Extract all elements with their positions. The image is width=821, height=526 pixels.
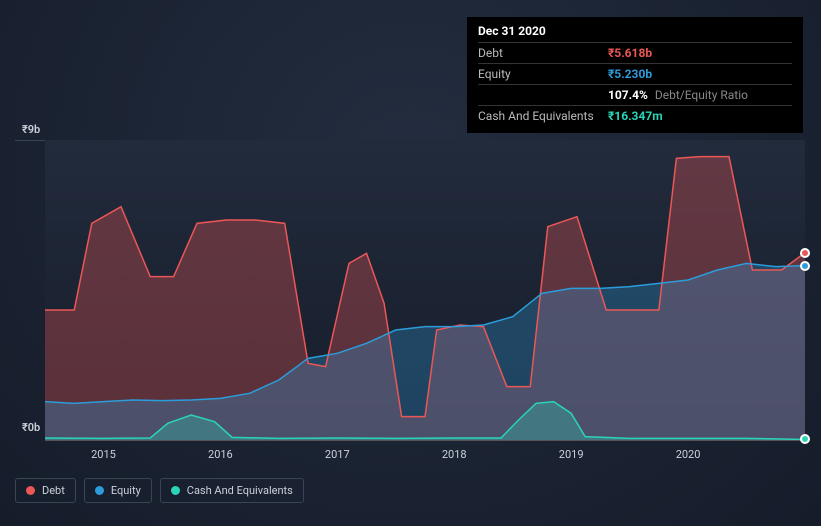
tooltip-row-extra: Debt/Equity Ratio bbox=[652, 88, 748, 102]
tooltip-row-value: ₹5.618b bbox=[608, 46, 652, 60]
xaxis-tick-label: 2020 bbox=[676, 448, 701, 461]
tooltip-row-label: Debt bbox=[478, 46, 608, 60]
legend-item-equity[interactable]: Equity bbox=[84, 478, 152, 503]
legend-dot-icon bbox=[171, 486, 180, 495]
tooltip-row-label: Equity bbox=[478, 67, 608, 81]
legend-item-cash-and-equivalents[interactable]: Cash And Equivalents bbox=[160, 478, 304, 503]
tooltip-row: Equity₹5.230b bbox=[478, 63, 792, 84]
legend-item-label: Equity bbox=[111, 484, 141, 497]
legend-item-debt[interactable]: Debt bbox=[15, 478, 76, 503]
tooltip-row-value: ₹16.347m bbox=[608, 109, 663, 123]
tooltip-row: Debt₹5.618b bbox=[478, 42, 792, 63]
chart-tooltip: Dec 31 2020 Debt₹5.618bEquity₹5.230b107.… bbox=[467, 17, 803, 133]
tooltip-row: 107.4% Debt/Equity Ratio bbox=[478, 84, 792, 105]
tooltip-row-value: 107.4% Debt/Equity Ratio bbox=[608, 88, 748, 102]
end-marker-debt bbox=[800, 248, 810, 258]
tooltip-row-label: Cash And Equivalents bbox=[478, 109, 608, 123]
yaxis-max-label: ₹9b bbox=[22, 123, 40, 136]
tooltip-date: Dec 31 2020 bbox=[478, 24, 792, 42]
chart-xaxis-line bbox=[45, 440, 805, 441]
xaxis-tick-label: 2015 bbox=[91, 448, 116, 461]
chart-plot-area bbox=[45, 140, 805, 440]
legend-dot-icon bbox=[26, 486, 35, 495]
tooltip-row: Cash And Equivalents₹16.347m bbox=[478, 105, 792, 126]
xaxis-tick-label: 2018 bbox=[442, 448, 467, 461]
end-marker-cash bbox=[800, 434, 810, 444]
xaxis-tick-label: 2016 bbox=[208, 448, 233, 461]
end-marker-equity bbox=[800, 261, 810, 271]
xaxis-tick-label: 2019 bbox=[559, 448, 584, 461]
yaxis-min-label: ₹0b bbox=[22, 421, 40, 434]
tooltip-row-value: ₹5.230b bbox=[608, 67, 652, 81]
chart-legend: Debt Equity Cash And Equivalents bbox=[15, 478, 304, 503]
tooltip-row-label bbox=[478, 88, 608, 102]
legend-item-label: Debt bbox=[42, 484, 65, 497]
legend-item-label: Cash And Equivalents bbox=[187, 484, 293, 497]
xaxis-tick-label: 2017 bbox=[325, 448, 350, 461]
xaxis-labels: 2015 2016 2017 2018 2019 2020 bbox=[45, 448, 805, 464]
legend-dot-icon bbox=[95, 486, 104, 495]
